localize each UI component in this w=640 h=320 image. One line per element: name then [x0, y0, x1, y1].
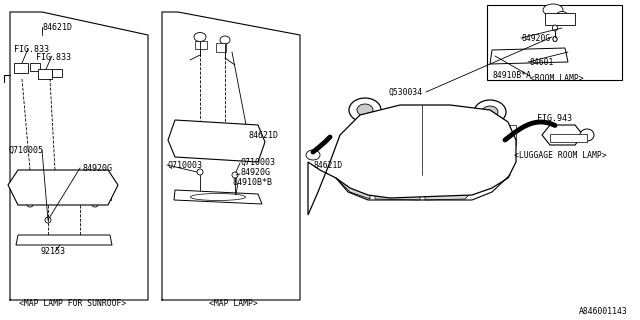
- Ellipse shape: [194, 33, 206, 42]
- Ellipse shape: [197, 169, 203, 175]
- Text: 84621D: 84621D: [313, 161, 342, 170]
- Polygon shape: [174, 190, 262, 204]
- Ellipse shape: [92, 203, 98, 207]
- Ellipse shape: [580, 129, 594, 141]
- Ellipse shape: [191, 194, 246, 201]
- Text: 84920G: 84920G: [82, 164, 112, 172]
- Polygon shape: [425, 175, 472, 200]
- Text: 84920G: 84920G: [240, 167, 270, 177]
- Polygon shape: [16, 235, 112, 245]
- Ellipse shape: [543, 4, 563, 16]
- Ellipse shape: [413, 188, 417, 192]
- Ellipse shape: [349, 98, 381, 122]
- Text: 84920G: 84920G: [522, 34, 551, 43]
- Ellipse shape: [482, 106, 498, 118]
- Text: <MAP LAMP>: <MAP LAMP>: [209, 300, 257, 308]
- Ellipse shape: [232, 172, 238, 178]
- Text: 84621D: 84621D: [42, 22, 72, 31]
- Ellipse shape: [458, 136, 463, 140]
- Bar: [60, 182, 88, 200]
- Text: FIG.833: FIG.833: [14, 44, 49, 53]
- Text: <MAP LAMP FOR SUNROOF>: <MAP LAMP FOR SUNROOF>: [19, 300, 127, 308]
- Polygon shape: [308, 105, 516, 215]
- Text: 84621D: 84621D: [248, 131, 278, 140]
- Ellipse shape: [190, 132, 200, 138]
- Text: Q530034: Q530034: [388, 87, 422, 97]
- Text: 84910B*A: 84910B*A: [492, 70, 531, 79]
- Ellipse shape: [220, 36, 230, 44]
- Ellipse shape: [357, 104, 373, 116]
- Text: <ROOM LAMP>: <ROOM LAMP>: [530, 74, 584, 83]
- Bar: [38, 69, 52, 79]
- Ellipse shape: [553, 36, 557, 42]
- Text: FIG.833: FIG.833: [36, 52, 71, 61]
- Bar: [93, 182, 111, 200]
- Bar: [30, 63, 40, 71]
- Bar: [195, 41, 207, 49]
- Bar: [220, 138, 245, 158]
- Bar: [487, 5, 622, 80]
- Polygon shape: [375, 175, 420, 200]
- Ellipse shape: [474, 100, 506, 124]
- Ellipse shape: [45, 217, 51, 223]
- Ellipse shape: [306, 150, 320, 160]
- Text: <LUGGAGE ROOM LAMP>: <LUGGAGE ROOM LAMP>: [514, 150, 606, 159]
- Text: Q710003: Q710003: [240, 157, 275, 166]
- Ellipse shape: [72, 182, 80, 188]
- Bar: [216, 43, 226, 52]
- Bar: [52, 69, 62, 77]
- Ellipse shape: [227, 135, 237, 141]
- Text: Q710003: Q710003: [167, 161, 202, 170]
- Polygon shape: [168, 120, 265, 162]
- Ellipse shape: [553, 36, 557, 42]
- Text: 92153: 92153: [40, 247, 65, 257]
- Bar: [508, 125, 516, 145]
- Polygon shape: [542, 125, 583, 145]
- Text: Q710005: Q710005: [8, 146, 43, 155]
- Text: 84910B*B: 84910B*B: [232, 178, 272, 187]
- Text: 84601: 84601: [530, 58, 554, 67]
- Ellipse shape: [556, 12, 568, 20]
- Bar: [550, 134, 587, 142]
- Bar: [14, 63, 28, 73]
- Ellipse shape: [38, 182, 46, 188]
- Bar: [26, 182, 54, 200]
- Bar: [183, 135, 213, 155]
- Ellipse shape: [552, 25, 557, 31]
- Text: FIG.943: FIG.943: [538, 114, 573, 123]
- Polygon shape: [8, 170, 118, 205]
- Polygon shape: [336, 162, 370, 199]
- Bar: [545, 13, 575, 25]
- Polygon shape: [490, 48, 568, 64]
- Text: A846001143: A846001143: [579, 308, 628, 316]
- Ellipse shape: [27, 203, 33, 207]
